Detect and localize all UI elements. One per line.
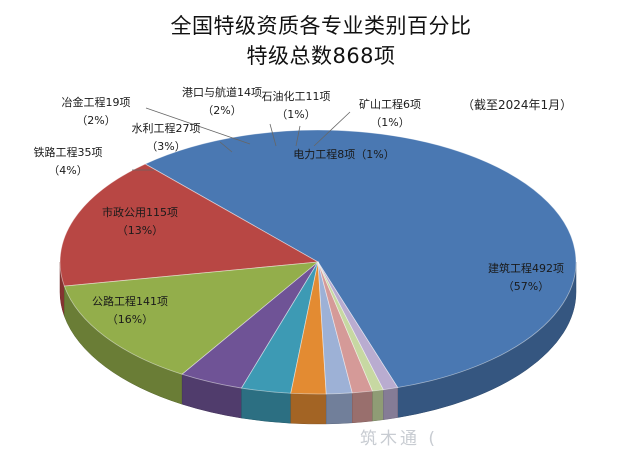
pie-slices (59, 129, 577, 395)
slice-2-label: 公路工程141项 (92, 295, 168, 308)
slice-4-percent-label: （4%） (48, 164, 87, 177)
slice-10-side (383, 387, 398, 420)
date-note: （截至2024年1月） (462, 98, 573, 112)
slice-10 (317, 261, 399, 391)
slice-10-label: 电力工程8项（1%） (293, 148, 394, 161)
chart-subtitle: 特级总数868项 (246, 44, 396, 68)
slice-1-percent-label: （57%） (503, 280, 549, 293)
chart-title: 全国特级资质各专业类别百分比 (170, 14, 472, 38)
slice-1-label: 建筑工程492项 (488, 261, 564, 275)
slice-7-leader (269, 123, 277, 147)
slice-1 (144, 129, 577, 388)
slice-4-label: 铁路工程35项 (34, 146, 103, 159)
slice-7-label: 港口与航道14项 (182, 85, 262, 99)
slice-9-percent-label: （1%） (370, 116, 409, 129)
slice-6-label: 冶金工程19项 (62, 95, 131, 109)
slice-labels: 建筑工程492项 （57%） 公路工程141项 （16%） 市政公用115项 （13%） 铁… (34, 85, 565, 326)
slice-8-side (352, 390, 373, 424)
slice-6-leader (145, 107, 251, 145)
slice-9-leader (313, 111, 351, 147)
slice-5-label: 水利工程27项 (132, 122, 201, 135)
slice-3-percent-label: （13%） (117, 224, 163, 237)
slice-7-percent-label: （2%） (202, 104, 241, 117)
watermark-text: 筑木通 ( (360, 429, 439, 449)
slice-6-percent-label: （2%） (76, 114, 115, 127)
slice-2 (59, 163, 320, 287)
slice-3 (63, 261, 320, 375)
slice-8-label: 石油化工11项 (262, 89, 331, 103)
slice-9-label: 矿山工程6项 (359, 98, 421, 111)
slice-8-leader (295, 125, 301, 147)
slice-5-side (241, 387, 292, 424)
slice-3-label: 市政公用115项 (102, 205, 178, 219)
slice-9-side (372, 389, 384, 422)
slice-7-side (325, 392, 353, 425)
slice-6-side (290, 393, 327, 425)
slice-5-percent-label: （3%） (146, 140, 185, 153)
slice-2-percent-label: （16%） (107, 313, 153, 326)
leader-lines (132, 107, 351, 171)
slice-8-percent-label: （1%） (276, 108, 315, 121)
pie-sides (59, 261, 577, 425)
slice-5-leader (219, 141, 233, 153)
